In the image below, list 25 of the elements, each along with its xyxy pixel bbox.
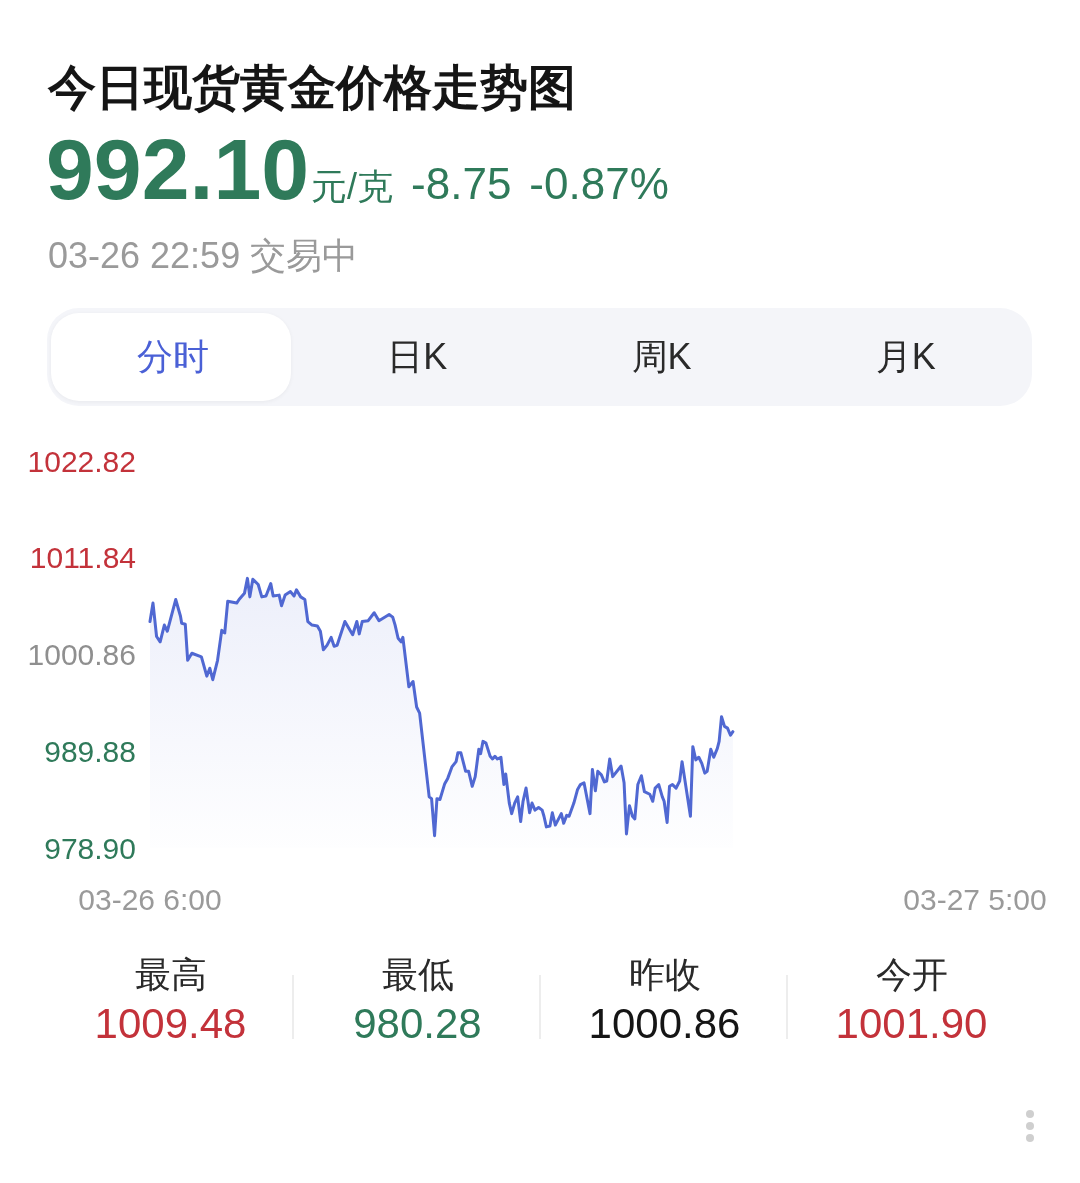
text: 元/克 bbox=[311, 166, 394, 207]
y-tick-label: 1000.86 bbox=[27, 638, 136, 671]
chart-title: 今日现货黄金价格走势图 bbox=[48, 61, 576, 114]
text: -0.87% bbox=[529, 159, 669, 208]
tab-label: 日K bbox=[387, 336, 448, 378]
text: 03-26 22:59 交易中 bbox=[48, 235, 359, 276]
text: 最低 bbox=[381, 953, 454, 997]
text: 最高 bbox=[134, 953, 207, 997]
y-tick-label: 1022.82 bbox=[27, 444, 136, 478]
tab-label: 月K bbox=[875, 336, 936, 378]
tab-label: 分时 bbox=[137, 336, 210, 378]
y-tick-label: 978.90 bbox=[44, 831, 136, 865]
text: -8.75 bbox=[411, 159, 512, 208]
text: 980.28 bbox=[353, 999, 482, 1049]
x-tick-label: 03-26 6:00 bbox=[78, 882, 222, 916]
tab-label: 周K bbox=[631, 336, 692, 378]
text: 今开 bbox=[875, 953, 948, 997]
text: 1000.86 bbox=[588, 999, 741, 1049]
text: 1009.48 bbox=[94, 999, 247, 1049]
text: 992.10 bbox=[46, 121, 310, 217]
x-tick-label: 03-27 5:00 bbox=[903, 882, 1047, 916]
text: 1001.90 bbox=[835, 999, 988, 1049]
y-tick-label: 1011.84 bbox=[29, 541, 136, 575]
y-tick-label: 989.88 bbox=[44, 734, 136, 768]
text: 昨收 bbox=[628, 953, 701, 997]
